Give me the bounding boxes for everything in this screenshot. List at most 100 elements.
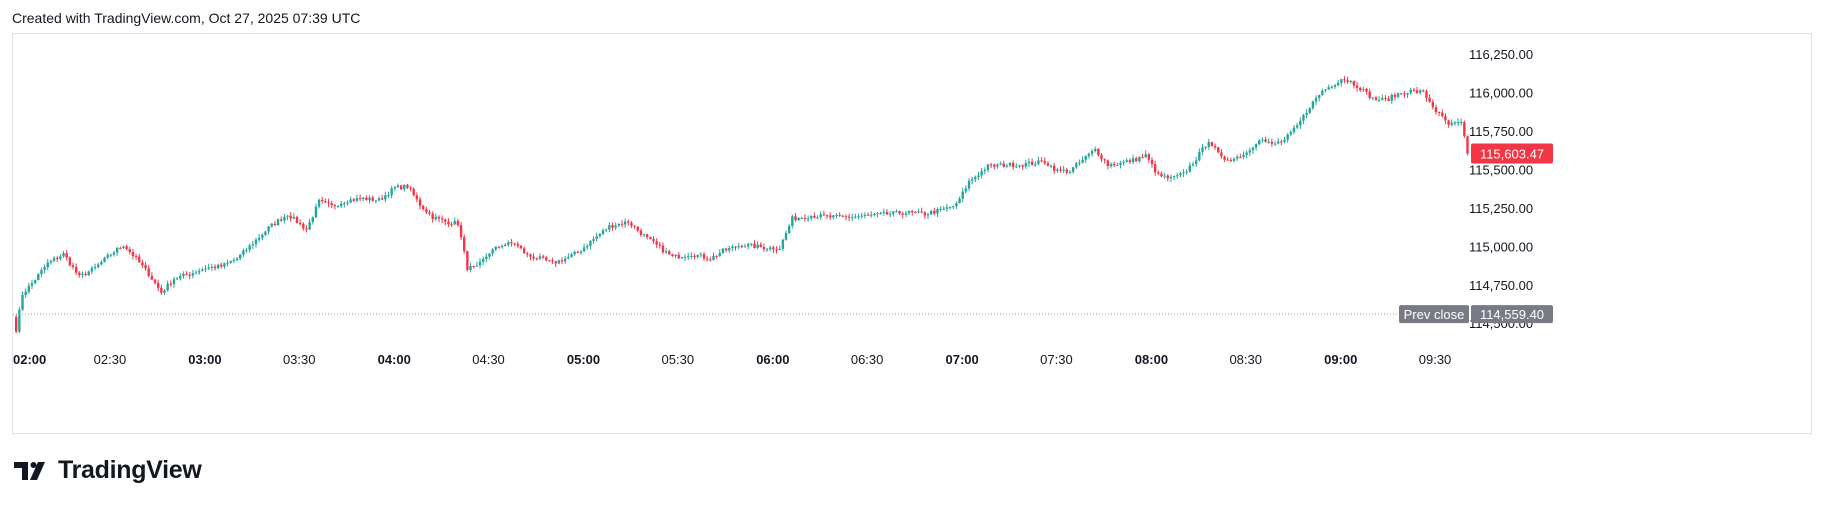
- candle-body: [1153, 164, 1157, 173]
- candle-body: [144, 265, 147, 269]
- price-tick-label: 114,750.00: [1469, 278, 1533, 293]
- candle: [1277, 138, 1280, 145]
- candle: [1362, 86, 1365, 92]
- time-tick-label: 04:30: [472, 352, 505, 367]
- candle-body: [668, 251, 671, 255]
- candle-body: [220, 264, 223, 267]
- price-markers: Prev close 114,559.40 115,603.47: [1399, 143, 1553, 324]
- candle-body: [478, 261, 482, 266]
- candle-body: [463, 237, 466, 252]
- candle: [128, 246, 131, 255]
- candle: [1286, 132, 1289, 143]
- candle: [1037, 156, 1040, 166]
- candle-body: [384, 195, 387, 200]
- candle: [201, 267, 204, 272]
- candle: [1153, 160, 1157, 176]
- candle: [1182, 169, 1185, 178]
- candle-body: [1377, 99, 1381, 101]
- candle-body: [459, 224, 463, 238]
- candle-body: [1456, 122, 1460, 124]
- candle-body: [1318, 95, 1321, 98]
- candle: [384, 191, 387, 203]
- last-price-marker: 115,603.47: [1471, 143, 1553, 164]
- candle: [623, 218, 627, 228]
- chart-panel[interactable]: 114,500.00 114,750.00 115,000.00 115,250.00…: [12, 33, 1812, 434]
- candle-body: [958, 198, 961, 204]
- candle: [1409, 87, 1412, 95]
- candle: [1059, 166, 1062, 173]
- candle: [541, 254, 545, 259]
- candle-body: [851, 217, 854, 219]
- candle: [1217, 146, 1220, 154]
- candle: [33, 279, 37, 285]
- candle: [1314, 95, 1318, 106]
- candle: [179, 273, 182, 281]
- candle: [100, 260, 103, 266]
- candle-body: [545, 257, 548, 261]
- candle: [175, 276, 179, 280]
- candle: [712, 252, 715, 261]
- candle-body: [166, 283, 169, 291]
- candle-body: [664, 251, 668, 253]
- candle: [844, 214, 848, 221]
- candle-body: [794, 216, 797, 221]
- candle: [683, 254, 687, 261]
- candle: [1049, 164, 1053, 168]
- candle: [144, 261, 147, 271]
- candle: [1062, 165, 1065, 174]
- candle: [336, 205, 340, 208]
- candle: [617, 223, 621, 228]
- time-tick-label: 07:30: [1040, 352, 1073, 367]
- candle: [1106, 159, 1110, 170]
- candle: [825, 214, 829, 219]
- candle-body: [128, 249, 131, 253]
- candle: [1090, 149, 1094, 157]
- candle: [929, 209, 933, 216]
- candle: [339, 200, 343, 208]
- candle: [731, 244, 734, 252]
- candle: [933, 207, 936, 216]
- time-tick-label: 06:00: [756, 352, 789, 367]
- candle-body: [453, 220, 456, 225]
- candle-body: [485, 256, 488, 259]
- candle: [1459, 118, 1463, 126]
- candle-body: [728, 248, 731, 251]
- candle-body: [1188, 165, 1192, 172]
- candle-body: [1441, 112, 1444, 117]
- candle-body: [74, 266, 78, 273]
- candle-body: [374, 200, 378, 202]
- candle-body: [15, 317, 18, 332]
- candle-body: [425, 209, 428, 213]
- candle-body: [980, 171, 983, 176]
- candle-body: [421, 205, 425, 210]
- candle: [1302, 113, 1305, 125]
- candle-body: [472, 266, 475, 268]
- candle-body: [264, 231, 267, 235]
- candle: [308, 218, 311, 231]
- candle: [1169, 174, 1173, 182]
- candle-body: [945, 207, 949, 209]
- candle-body: [1217, 147, 1220, 153]
- candle: [677, 251, 680, 260]
- candle: [358, 194, 362, 202]
- candle: [1024, 159, 1027, 169]
- candle: [1071, 166, 1075, 174]
- candle-body: [18, 309, 21, 332]
- candlestick-chart[interactable]: 114,500.00114,750.00115,000.00115,250.00…: [13, 34, 1811, 433]
- candle-body: [62, 253, 65, 257]
- candle-body: [1444, 116, 1447, 121]
- candle: [1081, 156, 1084, 164]
- time-axis[interactable]: 02:00 02:30 03:00 03:30 04:00 04:30 05:00 05:30…: [13, 352, 1451, 367]
- candle: [40, 267, 43, 278]
- candle-body: [1220, 152, 1223, 157]
- candle-body: [1346, 80, 1349, 83]
- candle-body: [163, 290, 166, 293]
- time-tick-label: 07:00: [946, 352, 979, 367]
- candle: [333, 204, 337, 210]
- candle-body: [797, 217, 800, 221]
- candle-body: [358, 198, 362, 200]
- brand-logo[interactable]: TradingView: [14, 456, 202, 485]
- candle-body: [683, 256, 687, 258]
- candle-body: [904, 213, 908, 215]
- price-axis[interactable]: 114,500.00114,750.00115,000.00115,250.00…: [1469, 47, 1533, 331]
